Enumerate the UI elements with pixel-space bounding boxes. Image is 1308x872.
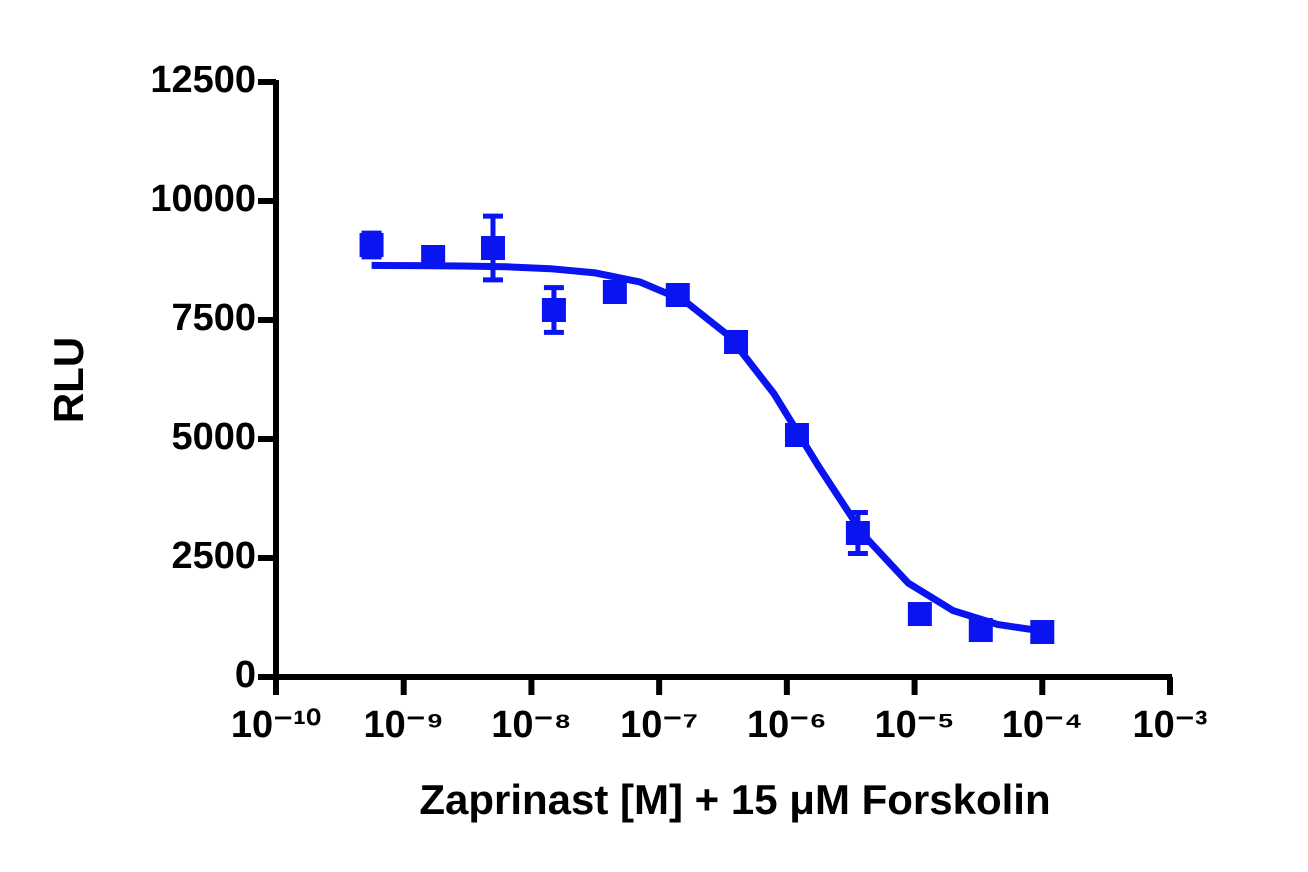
data-point (602, 280, 627, 305)
data-point (784, 423, 809, 448)
x-tick-label: 10⁻¹⁰ (231, 704, 321, 746)
y-tick-label: 7500 (171, 297, 256, 339)
data-point (968, 618, 993, 643)
x-tick-label: 10⁻⁸ (491, 704, 571, 746)
x-tick-label: 10⁻³ (1133, 704, 1208, 746)
data-point (724, 329, 749, 354)
fit-curve (371, 261, 1043, 635)
x-tick-label: 10⁻⁵ (874, 704, 954, 746)
data-point (541, 298, 566, 323)
data-point (907, 602, 932, 627)
x-tick-label: 10⁻⁴ (1002, 704, 1083, 746)
data-point (359, 232, 384, 257)
x-tick-label: 10⁻⁶ (747, 704, 827, 746)
data-point (845, 521, 870, 546)
x-axis-label: Zaprinast [M] + 15 μM Forskolin (419, 776, 1050, 823)
data-point (1030, 620, 1055, 645)
y-tick-label: 2500 (171, 535, 256, 577)
data-point (480, 236, 505, 261)
x-tick-label: 10⁻⁹ (364, 704, 444, 746)
y-tick-label: 0 (235, 654, 256, 696)
data-point (421, 244, 446, 269)
data-point (665, 283, 690, 308)
y-tick-label: 5000 (171, 416, 256, 458)
y-tick-label: 12500 (150, 59, 256, 101)
y-tick-label: 10000 (150, 178, 256, 220)
y-axis-label: RLU (45, 337, 92, 423)
x-tick-label: 10⁻⁷ (620, 704, 698, 746)
